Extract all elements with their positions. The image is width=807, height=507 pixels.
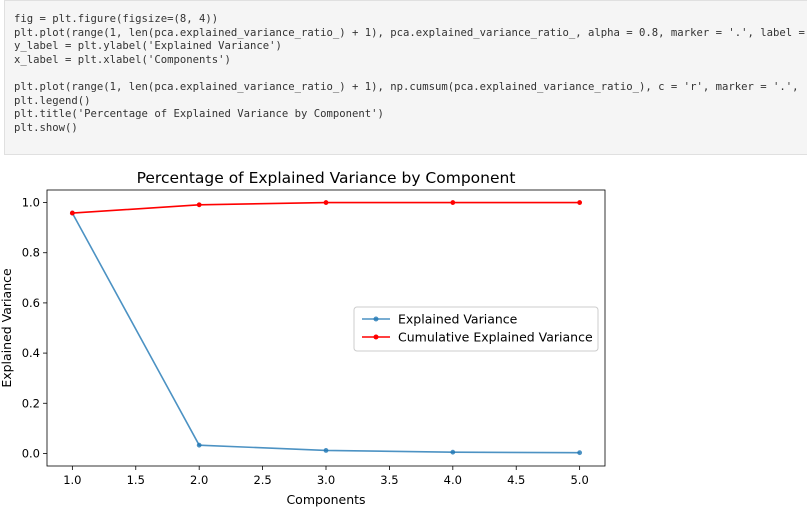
y-tick-label: 0.8 — [22, 246, 40, 260]
code-line: fig = plt.figure(figsize=(8, 4)) — [14, 13, 219, 25]
x-tick-label: 5.0 — [570, 473, 588, 487]
legend-label-cumulative-variance: Cumulative Explained Variance — [398, 330, 593, 345]
x-tick-label: 1.0 — [63, 473, 81, 487]
y-tick-label: 1.0 — [22, 196, 40, 210]
data-point-cumulative-explained-variance — [577, 200, 583, 205]
code-line: plt.plot(range(1, len(pca.explained_vari… — [14, 80, 799, 93]
data-point-explained-variance — [450, 449, 456, 455]
data-point-cumulative-explained-variance — [196, 202, 202, 208]
data-point-cumulative-explained-variance — [69, 210, 75, 216]
legend: Explained Variance Cumulative Explained … — [353, 306, 599, 352]
chart-title: Percentage of Explained Variance by Comp… — [137, 169, 516, 187]
x-axis-ticks: 1.0 1.5 2.0 2.5 3.0 3.5 4.0 4.5 5.0 — [63, 466, 589, 487]
legend-label-explained-variance: Explained Variance — [398, 312, 518, 327]
chart: Percentage of Explained Variance by Comp… — [0, 169, 606, 507]
code-editor[interactable]: fig = plt.figure(figsize=(8, 4)) plt.plot… — [14, 13, 807, 135]
y-tick-label: 0.6 — [22, 296, 40, 310]
legend-box — [353, 306, 599, 352]
data-point-cumulative-explained-variance — [450, 200, 456, 205]
data-point-cumulative-explained-variance — [323, 200, 329, 205]
data-point-explained-variance — [577, 450, 583, 456]
code-cell[interactable]: fig = plt.figure(figsize=(8, 4)) plt.plot… — [4, 0, 807, 155]
code-line: plt.show() — [14, 121, 78, 134]
code-line — [14, 67, 807, 81]
code-line: plt.legend() — [14, 94, 91, 107]
x-tick-label: 4.0 — [444, 473, 462, 487]
legend-dot-cumulative-variance — [373, 334, 379, 340]
x-tick-label: 2.0 — [190, 473, 208, 487]
x-axis-label: Components — [286, 492, 365, 507]
legend-dot-explained-variance — [373, 316, 379, 322]
code-line: x_label = plt.xlabel('Components') — [14, 53, 231, 66]
y-tick-label: 0.0 — [22, 446, 40, 460]
y-axis-ticks: 0.0 0.2 0.4 0.6 0.8 1.0 — [22, 196, 47, 460]
code-line: plt.title('Percentage of Explained Varia… — [14, 108, 384, 121]
y-tick-label: 0.2 — [22, 396, 40, 410]
data-point-explained-variance — [196, 442, 202, 448]
x-tick-label: 4.5 — [507, 473, 525, 487]
x-tick-label: 2.5 — [253, 473, 271, 487]
x-tick-label: 1.5 — [127, 473, 145, 487]
y-tick-label: 0.4 — [22, 346, 40, 360]
code-line: y_label = plt.ylabel('Explained Variance… — [14, 40, 282, 53]
x-tick-label: 3.0 — [317, 473, 335, 487]
cell-output: Percentage of Explained Variance by Comp… — [0, 160, 807, 507]
code-line: plt.plot(range(1, len(pca.explained_vari… — [14, 26, 807, 39]
data-point-explained-variance — [323, 448, 329, 453]
y-axis-label: Explained Variance — [0, 268, 14, 388]
data-series — [69, 200, 583, 456]
x-tick-label: 3.5 — [380, 473, 398, 487]
